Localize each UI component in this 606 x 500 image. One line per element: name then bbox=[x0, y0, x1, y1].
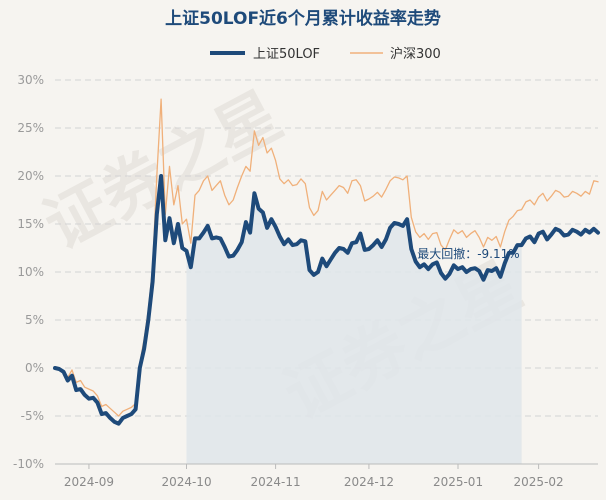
max-drawdown-area bbox=[186, 193, 522, 464]
y-tick-label: 0% bbox=[25, 361, 44, 375]
legend: 上证50LOF 沪深300 bbox=[210, 46, 441, 62]
x-tick-label: 2025-02 bbox=[514, 475, 564, 489]
y-tick-label: 5% bbox=[25, 313, 44, 327]
x-tick-label: 2025-01 bbox=[433, 475, 483, 489]
y-tick-label: 15% bbox=[17, 217, 44, 231]
y-tick-label: 10% bbox=[17, 265, 44, 279]
x-tick-label: 2024-10 bbox=[161, 475, 211, 489]
x-tick-label: 2024-12 bbox=[344, 475, 394, 489]
x-tick-label: 2024-11 bbox=[251, 475, 301, 489]
legend-label-series-1: 沪深300 bbox=[390, 46, 441, 62]
y-tick-label: 25% bbox=[17, 121, 44, 135]
series-line-main bbox=[53, 174, 600, 426]
y-axis-ticks: 30% 25% 20% 15% 10% 5% 0% -5% -10% bbox=[13, 73, 44, 471]
chart-title: 上证50LOF近6个月累计收益率走势 bbox=[165, 8, 441, 29]
y-tick-label: -10% bbox=[13, 457, 44, 471]
legend-label-series-0: 上证50LOF bbox=[253, 47, 320, 62]
x-tick-label: 2024-09 bbox=[64, 475, 114, 489]
x-axis-ticks: 2024-09 2024-10 2024-11 2024-12 2025-01 2025-… bbox=[64, 464, 564, 489]
series-layer bbox=[53, 98, 600, 426]
max-drawdown-label: 最大回撤：-9.11% bbox=[417, 246, 519, 261]
y-tick-label: 20% bbox=[17, 169, 44, 183]
y-tick-label: 30% bbox=[17, 73, 44, 87]
y-tick-label: -5% bbox=[21, 409, 44, 423]
